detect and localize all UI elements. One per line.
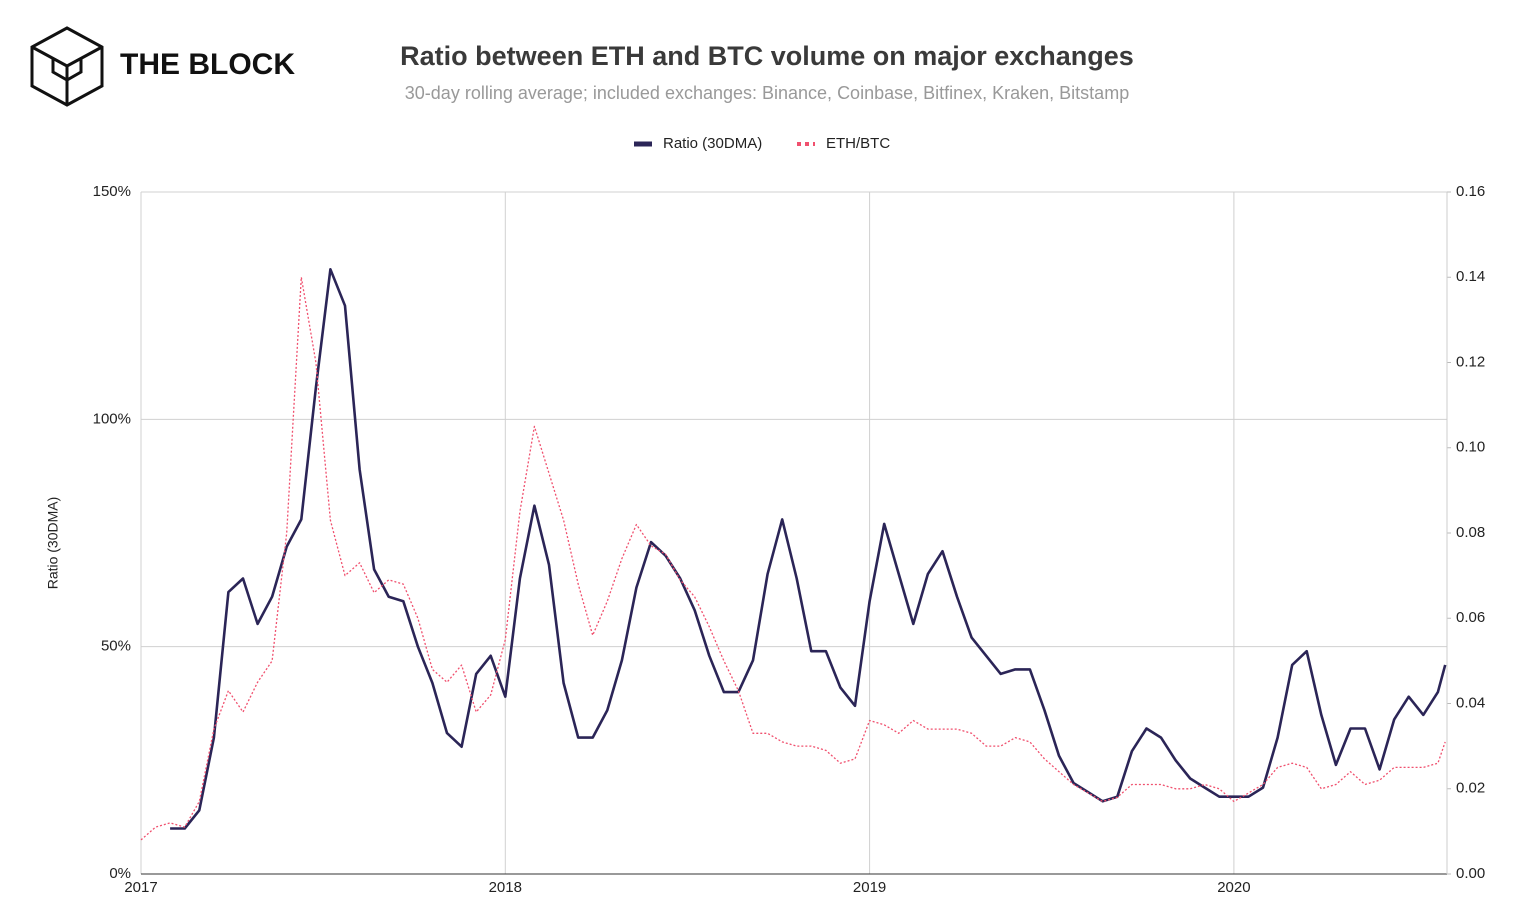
chart-subtitle: 30-day rolling average; included exchang… [405, 83, 1129, 103]
y-tick-label: 150% [93, 183, 131, 200]
logo-icon [30, 26, 104, 107]
y-tick-label: 100% [93, 410, 131, 427]
y2-tick-label: 0.06 [1456, 609, 1485, 626]
chart-title: Ratio between ETH and BTC volume on majo… [400, 41, 1134, 71]
y2-tick-label: 0.14 [1456, 268, 1485, 285]
legend-label: Ratio (30DMA) [663, 135, 762, 152]
series-line [140, 276, 1446, 841]
y2-tick-label: 0.08 [1456, 524, 1485, 541]
x-tick-label: 2019 [853, 879, 886, 896]
y2-tick-label: 0.00 [1456, 865, 1485, 882]
y2-tick-label: 0.02 [1456, 780, 1485, 797]
y2-tick-label: 0.04 [1456, 694, 1485, 711]
x-tick-label: 2017 [124, 879, 157, 896]
legend-label: ETH/BTC [826, 135, 890, 152]
x-tick-label: 2018 [489, 879, 522, 896]
y2-tick-label: 0.16 [1456, 183, 1485, 200]
y2-tick-label: 0.12 [1456, 353, 1485, 370]
series-line [170, 268, 1447, 830]
y-tick-label: 0% [109, 865, 131, 882]
brand: THE BLOCK [120, 48, 295, 81]
x-tick-label: 2020 [1217, 879, 1250, 896]
y-tick-label: 50% [101, 638, 131, 655]
y-axis-label: Ratio (30DMA) [45, 497, 61, 590]
y2-tick-label: 0.10 [1456, 439, 1485, 456]
